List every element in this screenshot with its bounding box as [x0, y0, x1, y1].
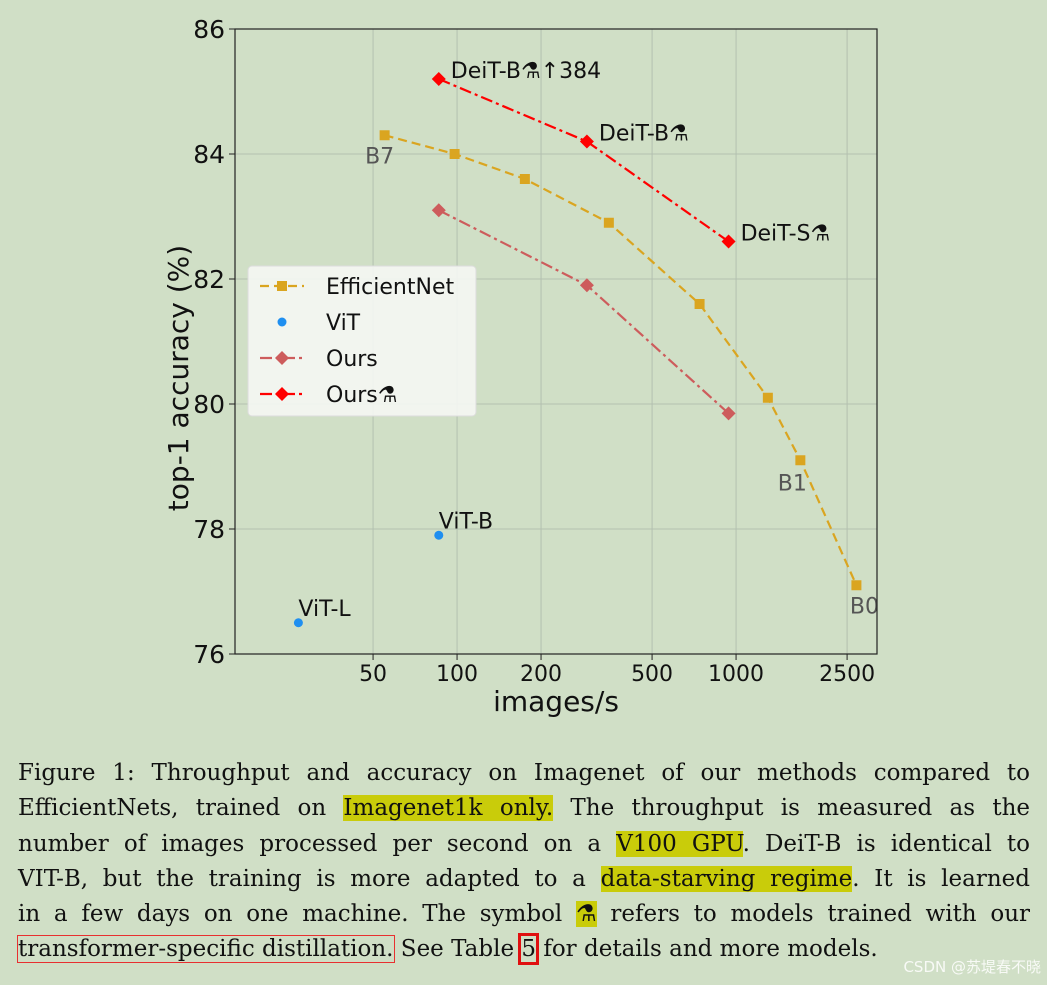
y-tick-label: 80 [193, 390, 225, 419]
legend-item: ViT [277, 311, 361, 336]
data-point-ours-distilled [721, 234, 736, 249]
data-point-efficientnet [379, 130, 390, 141]
series-ours-distilled [431, 72, 736, 249]
caption-text: Figure 1: Throughput and accuracy on Ima… [18, 760, 1030, 786]
data-point-ours [721, 406, 736, 421]
x-tick-label: 2500 [819, 662, 875, 687]
y-tick-label: 82 [193, 265, 225, 294]
plot-frame [234, 28, 878, 655]
caption-text: VIT-B, but the training is more adapted … [18, 865, 601, 892]
caption-text: number of images processed per second on… [18, 830, 617, 857]
point-label: DeiT-S⚗ [741, 222, 831, 247]
caption-highlight-span: Imagenet1k only. [343, 795, 554, 822]
y-tick-label: 84 [193, 140, 225, 169]
caption-highlight-span: ⚗ [576, 901, 597, 928]
caption-text: for details and more models. [536, 936, 878, 963]
series-line-ours-distilled [438, 77, 730, 243]
caption-line: in a few days on one machine. The symbol… [18, 897, 1030, 932]
caption-text: . It is learned [852, 865, 1030, 892]
watermark: CSDN @苏堤春不晓 [903, 958, 1041, 976]
x-tick-label: 500 [631, 662, 673, 687]
x-tick-label: 200 [520, 662, 562, 687]
series-ours [431, 203, 736, 421]
legend-swatch-marker [275, 387, 289, 401]
x-tick-label: 1000 [708, 662, 764, 687]
point-label: ViT-B [439, 509, 493, 534]
data-point-efficientnet [603, 217, 614, 228]
caption-highlight-span: data-starving regime [600, 865, 853, 892]
legend-label: EfficientNet [326, 275, 454, 300]
legend-label: Ours [326, 347, 378, 372]
y-axis-label: top-1 accuracy (%) [162, 245, 195, 511]
legend-item: Ours⚗ [260, 383, 398, 408]
point-label: ViT-L [298, 597, 351, 622]
point-label: B1 [778, 471, 807, 496]
chart: B7 B1 B0 ViT-B ViT-L DeiT-B⚗↑384 DeiT-B⚗ DeiT-S… [162, 15, 879, 718]
legend: EfficientNet ViT Ours Ours⚗ [247, 265, 477, 417]
legend-swatch-marker [277, 281, 287, 291]
caption-line: VIT-B, but the training is more adapted … [18, 862, 1030, 897]
data-point-efficientnet [449, 149, 460, 159]
legend-item: EfficientNet [260, 275, 454, 300]
point-label: B7 [365, 144, 394, 169]
data-point-efficientnet [795, 455, 806, 466]
legend-swatch-marker [275, 351, 289, 365]
caption-text: in a few days on one machine. The symbol [18, 901, 577, 928]
data-point-ours-distilled [431, 72, 446, 86]
y-tick-label: 76 [193, 640, 225, 669]
caption-text: The throughput is measured as the [553, 795, 1031, 822]
series-efficientnet [379, 130, 862, 591]
point-label: B0 [850, 594, 879, 619]
data-point-ours [579, 278, 594, 293]
data-point-ours-distilled [579, 134, 594, 149]
point-labels: B7 B1 B0 ViT-B ViT-L DeiT-B⚗↑384 DeiT-B⚗ DeiT-S… [298, 59, 879, 622]
y-tick-label: 86 [193, 15, 225, 44]
series-layer [293, 72, 862, 628]
caption-boxed-span: transformer-specific distillation. [17, 935, 395, 964]
data-point-efficientnet [519, 174, 530, 184]
series-vit [293, 530, 444, 628]
data-point-efficientnet [851, 580, 862, 591]
y-tick-label: 78 [193, 515, 225, 544]
axis-ticks: 50 100 200 500 1000 2500 76 78 80 82 84 86 [193, 15, 875, 687]
x-tick-label: 100 [436, 662, 478, 687]
caption-line: transformer-specific distillation. See T… [17, 932, 1030, 967]
caption-boxed-red-span: 5 [518, 933, 539, 966]
data-point-efficientnet [694, 299, 705, 309]
figure-caption: Figure 1: Throughput and accuracy on Ima… [17, 756, 1030, 968]
caption-text: See Table [393, 936, 522, 963]
data-point-ours [431, 203, 446, 218]
legend-label: ViT [326, 311, 361, 336]
caption-line: Figure 1: Throughput and accuracy on Ima… [18, 756, 1030, 791]
caption-line: number of images processed per second on… [18, 827, 1030, 862]
data-point-efficientnet [762, 392, 773, 403]
caption-text: refers to models trained with our [596, 901, 1031, 928]
series-line-efficientnet [384, 134, 858, 586]
x-axis-label: images/s [493, 685, 619, 718]
legend-box [247, 265, 477, 417]
legend-swatch-marker [277, 317, 287, 327]
legend-label: Ours⚗ [326, 383, 398, 408]
caption-text: . DeiT-B is identical to [742, 830, 1030, 857]
data-point-vit [293, 618, 303, 628]
caption-line: EfficientNets, trained on Imagenet1k onl… [18, 791, 1030, 826]
legend-item: Ours [260, 347, 378, 372]
point-label: DeiT-B⚗↑384 [451, 59, 601, 84]
caption-text: EfficientNets, trained on [18, 795, 344, 822]
data-point-vit [434, 530, 444, 540]
caption-highlight-span: V100 GPU [616, 830, 743, 857]
point-label: DeiT-B⚗ [599, 122, 689, 147]
x-tick-label: 50 [359, 662, 387, 687]
